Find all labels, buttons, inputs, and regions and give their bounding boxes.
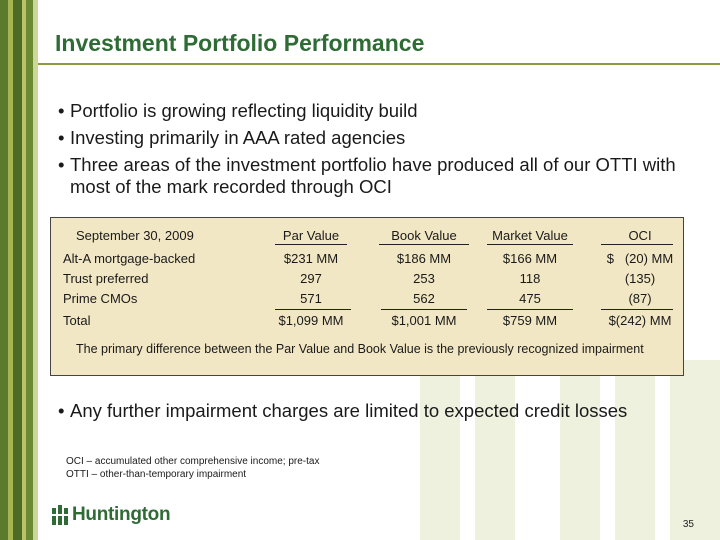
- logo-text: Huntington: [72, 504, 171, 525]
- cell-oci: $(242) MM: [608, 313, 672, 328]
- table-total-row: Total $1,099 MM $1,001 MM $759 MM $(242)…: [51, 313, 683, 333]
- header-date: September 30, 2009: [76, 228, 194, 243]
- bullet-item: Investing primarily in AAA rated agencie…: [58, 127, 688, 149]
- cell-par: 571: [300, 291, 322, 306]
- total-rule: [275, 309, 351, 310]
- header-par-value: Par Value: [282, 228, 340, 243]
- cell-par: $231 MM: [283, 251, 339, 266]
- bullet-item: Any further impairment charges are limit…: [58, 400, 710, 422]
- table-row: Alt-A mortgage-backed $231 MM $186 MM $1…: [51, 251, 683, 271]
- cell-oci: (135): [624, 271, 656, 286]
- slide-title: Investment Portfolio Performance: [55, 30, 425, 56]
- page-number: 35: [682, 519, 694, 530]
- total-rule: [601, 309, 673, 310]
- row-label: Trust preferred: [63, 271, 149, 286]
- table-header-row: September 30, 2009 Par Value Book Value …: [51, 228, 683, 248]
- header-oci: OCI: [628, 228, 652, 243]
- cell-market: 118: [519, 271, 541, 286]
- bullet-list: Portfolio is growing reflecting liquidit…: [58, 100, 688, 203]
- footnotes: OCI – accumulated other comprehensive in…: [66, 455, 319, 481]
- cell-market: $166 MM: [502, 251, 558, 266]
- row-label: Alt-A mortgage-backed: [63, 251, 196, 266]
- row-label: Total: [63, 313, 91, 328]
- huntington-logo: Huntington: [52, 503, 171, 527]
- table-note: The primary difference between the Par V…: [76, 342, 644, 356]
- header-underline: [275, 244, 347, 245]
- cell-market: $759 MM: [502, 313, 558, 328]
- table-row: Trust preferred 297 253 118 (135): [51, 271, 683, 291]
- title-divider: [38, 63, 720, 65]
- cell-book: $1,001 MM: [391, 313, 457, 328]
- bullet-item: Portfolio is growing reflecting liquidit…: [58, 100, 688, 122]
- header-market-value: Market Value: [492, 228, 568, 243]
- cell-book: $186 MM: [396, 251, 452, 266]
- row-label: Prime CMOs: [63, 291, 138, 306]
- cell-par: $1,099 MM: [278, 313, 344, 328]
- portfolio-table-panel: September 30, 2009 Par Value Book Value …: [50, 217, 684, 376]
- cell-market: 475: [519, 291, 541, 306]
- total-rule: [381, 309, 467, 310]
- header-underline: [487, 244, 573, 245]
- bullet-item: Three areas of the investment portfolio …: [58, 154, 688, 198]
- header-book-value: Book Value: [391, 228, 457, 243]
- cell-book: 253: [413, 271, 435, 286]
- header-underline: [601, 244, 673, 245]
- footnote: OCI – accumulated other comprehensive in…: [66, 456, 320, 467]
- cell-book: 562: [413, 291, 435, 306]
- header-underline: [379, 244, 469, 245]
- table-row: Prime CMOs 571 562 475 (87): [51, 291, 683, 311]
- total-rule: [487, 309, 573, 310]
- decorative-stripes: [0, 0, 38, 540]
- cell-par: 297: [300, 271, 322, 286]
- footnote: OTTI – other-than-temporary impairment: [66, 469, 247, 480]
- huntington-logo-mark-icon: [52, 505, 68, 525]
- cell-oci: (87): [628, 291, 652, 306]
- cell-oci: $ (20) MM: [606, 251, 674, 266]
